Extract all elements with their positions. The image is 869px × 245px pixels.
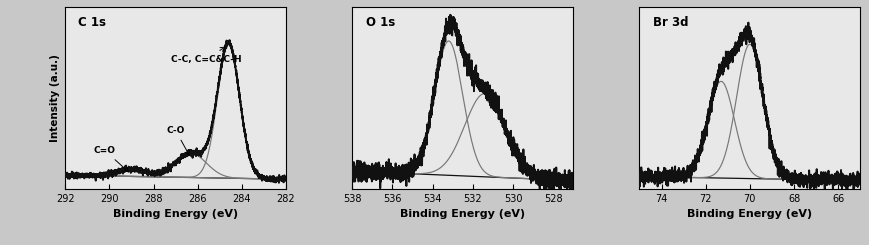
Text: C-O: C-O bbox=[167, 126, 189, 155]
Text: Br 3d: Br 3d bbox=[653, 16, 688, 29]
X-axis label: Binding Energy (eV): Binding Energy (eV) bbox=[687, 209, 813, 219]
Text: C=O: C=O bbox=[94, 146, 129, 172]
X-axis label: Binding Energy (eV): Binding Energy (eV) bbox=[113, 209, 238, 219]
Y-axis label: Intensity (a.u.): Intensity (a.u.) bbox=[50, 54, 60, 142]
Text: O 1s: O 1s bbox=[366, 16, 395, 29]
Text: C 1s: C 1s bbox=[78, 16, 106, 29]
X-axis label: Binding Energy (eV): Binding Energy (eV) bbox=[401, 209, 525, 219]
Text: C-C, C=C&C-H: C-C, C=C&C-H bbox=[171, 47, 242, 64]
